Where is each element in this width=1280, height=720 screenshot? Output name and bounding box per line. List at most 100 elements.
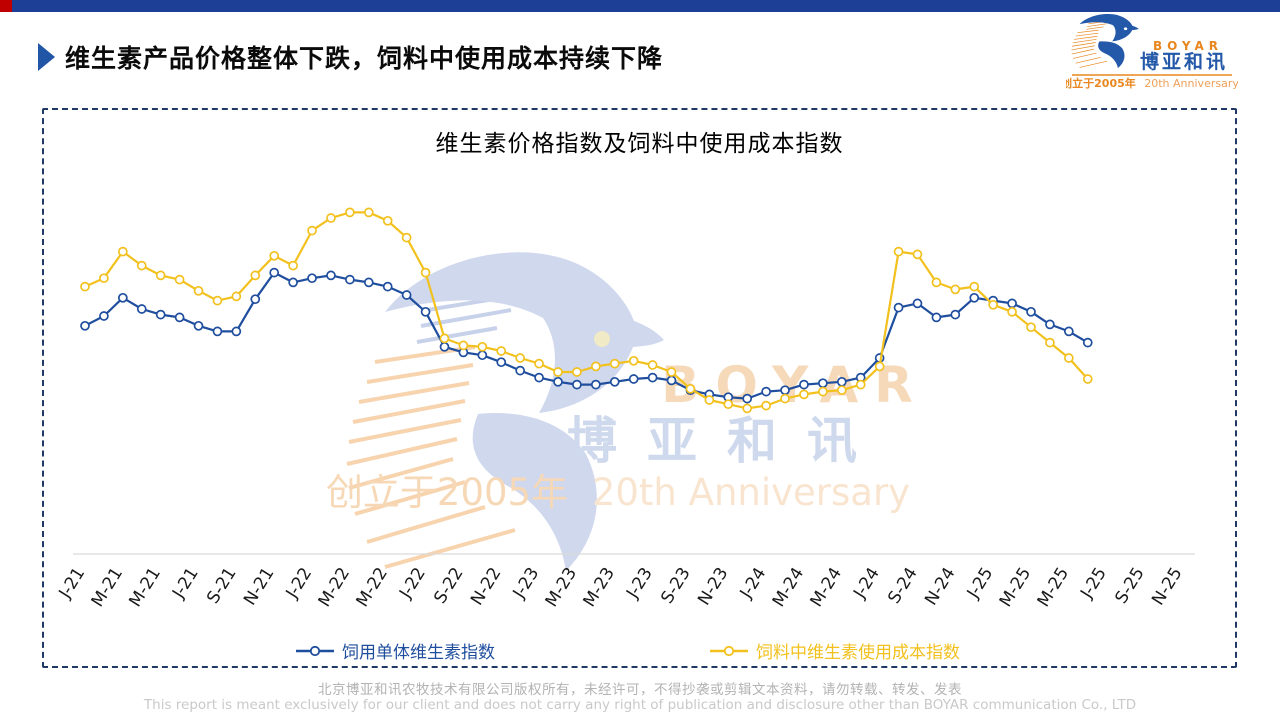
data-point bbox=[515, 365, 526, 376]
x-tick-label: M-21 bbox=[125, 564, 164, 611]
watermark-brand-cn: 博亚和讯 bbox=[567, 412, 887, 470]
data-point bbox=[345, 274, 355, 285]
x-tick-label: J-24 bbox=[736, 564, 771, 603]
page-title: 维生素产品价格整体下跌，饲料中使用成本持续下降 bbox=[65, 44, 664, 73]
data-point bbox=[609, 376, 620, 387]
boyar-logo: BOYAR 博亚和讯 创立于2005年 20th Anniversary bbox=[1066, 14, 1238, 90]
legend-marker-yellow-icon bbox=[710, 645, 748, 656]
logo-tagline: 创立于2005年 20th Anniversary bbox=[1066, 76, 1238, 90]
data-point bbox=[439, 341, 450, 352]
watermark-anniversary-en: 20th Anniversary bbox=[592, 471, 910, 514]
data-point bbox=[174, 312, 185, 323]
logo-brand-cn: 博亚和讯 bbox=[1140, 50, 1228, 73]
data-point bbox=[231, 291, 242, 302]
data-point bbox=[269, 250, 280, 261]
data-point bbox=[969, 281, 980, 292]
data-point bbox=[685, 383, 696, 394]
data-point bbox=[515, 353, 526, 363]
data-point bbox=[704, 395, 715, 405]
data-point bbox=[193, 320, 204, 331]
x-tick-label: J-22 bbox=[282, 564, 317, 603]
data-point bbox=[742, 403, 753, 414]
data-point bbox=[628, 374, 639, 384]
series-markers-1 bbox=[80, 207, 1093, 414]
data-point bbox=[307, 273, 317, 284]
data-point bbox=[855, 379, 866, 390]
top-accent-bar bbox=[12, 0, 1280, 12]
data-point bbox=[1082, 374, 1093, 384]
data-point bbox=[666, 367, 677, 377]
data-point bbox=[553, 367, 563, 377]
chart-frame: 维生素价格指数及饲料中使用成本指数 BOYAR 博亚和讯 创立于2005年 20… bbox=[42, 108, 1237, 668]
data-point bbox=[628, 355, 639, 366]
data-point bbox=[931, 312, 942, 323]
x-tick-label: S-22 bbox=[430, 564, 467, 607]
data-point bbox=[761, 386, 771, 397]
x-tick-label: N-22 bbox=[467, 564, 505, 609]
data-point bbox=[742, 393, 753, 404]
data-point bbox=[382, 215, 393, 226]
data-point bbox=[382, 281, 393, 292]
x-tick-label: M-21 bbox=[88, 564, 127, 611]
data-point bbox=[326, 270, 336, 281]
x-tick-label: J-22 bbox=[395, 564, 430, 603]
legend-label-yellow: 饲料中维生素使用成本指数 bbox=[756, 643, 960, 663]
data-point bbox=[496, 357, 507, 368]
data-point bbox=[647, 360, 658, 370]
data-point bbox=[1063, 326, 1074, 337]
data-point bbox=[874, 361, 885, 372]
data-point bbox=[799, 389, 809, 400]
x-tick-label: J-21 bbox=[55, 564, 90, 603]
data-point bbox=[496, 346, 507, 356]
footer-copyright-cn: 北京博亚和讯农牧技术有限公司版权所有，未经许可，不得抄袭或剪辑文本资料，请勿转载… bbox=[318, 682, 962, 698]
title-arrow-icon bbox=[38, 43, 55, 71]
x-tick-label: S-25 bbox=[1111, 564, 1148, 607]
data-point bbox=[1082, 337, 1093, 348]
logo-tagline-en: 20th Anniversary bbox=[1144, 77, 1238, 90]
data-point bbox=[307, 225, 317, 236]
x-tick-label: M-23 bbox=[542, 564, 581, 611]
data-point bbox=[818, 386, 828, 397]
data-point bbox=[117, 246, 128, 257]
data-point bbox=[1026, 306, 1036, 317]
data-point bbox=[117, 292, 128, 303]
data-point bbox=[80, 281, 90, 292]
series-markers-0 bbox=[80, 267, 1093, 404]
data-point bbox=[780, 385, 790, 396]
data-point bbox=[572, 379, 582, 390]
footer-copyright-en: This report is meant exclusively for our… bbox=[143, 697, 1137, 713]
data-point bbox=[1063, 353, 1074, 363]
data-point bbox=[155, 270, 166, 281]
data-point bbox=[723, 399, 734, 410]
data-point bbox=[647, 372, 658, 383]
data-point bbox=[553, 376, 563, 387]
data-point bbox=[893, 302, 904, 313]
data-point bbox=[1026, 322, 1036, 333]
data-point bbox=[950, 309, 961, 320]
data-point bbox=[231, 326, 242, 337]
x-tick-label: M-22 bbox=[353, 564, 392, 611]
data-point bbox=[326, 213, 336, 223]
data-point bbox=[401, 232, 412, 243]
data-point bbox=[477, 341, 488, 352]
header: 维生素产品价格整体下跌，饲料中使用成本持续下降 bbox=[38, 38, 663, 76]
legend-item-yellow: 饲料中维生素使用成本指数 bbox=[709, 638, 960, 663]
data-point bbox=[590, 361, 601, 372]
x-tick-label: N-24 bbox=[921, 564, 959, 609]
corner-accent-square bbox=[0, 0, 12, 12]
data-point bbox=[534, 358, 544, 369]
data-point bbox=[80, 320, 90, 331]
x-tick-label: M-24 bbox=[807, 564, 846, 611]
x-tick-label: M-22 bbox=[315, 564, 354, 611]
data-point bbox=[666, 375, 677, 386]
data-point bbox=[534, 372, 544, 383]
x-tick-label: M-23 bbox=[580, 564, 619, 611]
x-tick-label: M-25 bbox=[1034, 564, 1073, 611]
watermark: BOYAR 博亚和讯 创立于2005年 20th Anniversary bbox=[326, 252, 913, 571]
data-point bbox=[477, 350, 488, 361]
data-point bbox=[818, 378, 828, 389]
data-point bbox=[439, 333, 450, 344]
data-point bbox=[363, 277, 374, 288]
data-point bbox=[893, 246, 904, 257]
data-point bbox=[250, 270, 261, 281]
